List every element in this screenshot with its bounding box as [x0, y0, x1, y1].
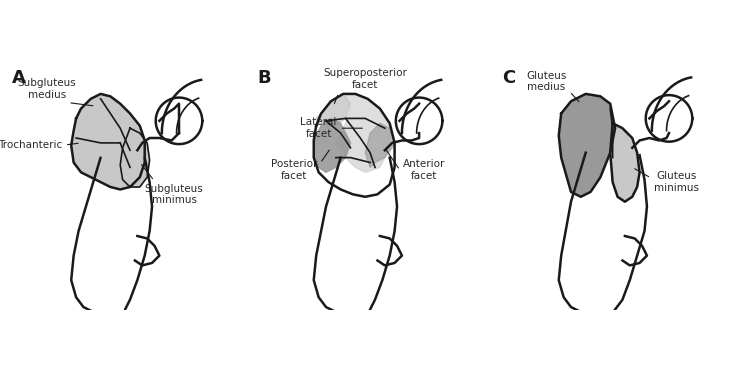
Polygon shape [336, 94, 390, 172]
Text: Gluteus
medius: Gluteus medius [526, 71, 579, 102]
Text: C: C [503, 70, 516, 88]
Text: Gluteus
minimus: Gluteus minimus [634, 169, 699, 193]
Text: Superoposterior
facet: Superoposterior facet [323, 68, 407, 104]
Text: A: A [13, 70, 26, 88]
Polygon shape [365, 123, 394, 168]
Text: Anterior
facet: Anterior facet [386, 150, 446, 181]
Text: Posterior
facet: Posterior facet [271, 150, 329, 181]
Polygon shape [610, 123, 640, 202]
Polygon shape [559, 94, 615, 197]
Text: B: B [257, 70, 271, 88]
Text: Subgluteus
minimus: Subgluteus minimus [142, 165, 203, 205]
Text: Subgluteus
medius: Subgluteus medius [17, 78, 93, 106]
Text: Lateral
facet: Lateral facet [301, 117, 362, 139]
Polygon shape [314, 119, 350, 172]
Polygon shape [120, 128, 149, 187]
Polygon shape [71, 94, 145, 190]
Polygon shape [316, 94, 350, 126]
Text: Trochanteric: Trochanteric [0, 140, 78, 150]
